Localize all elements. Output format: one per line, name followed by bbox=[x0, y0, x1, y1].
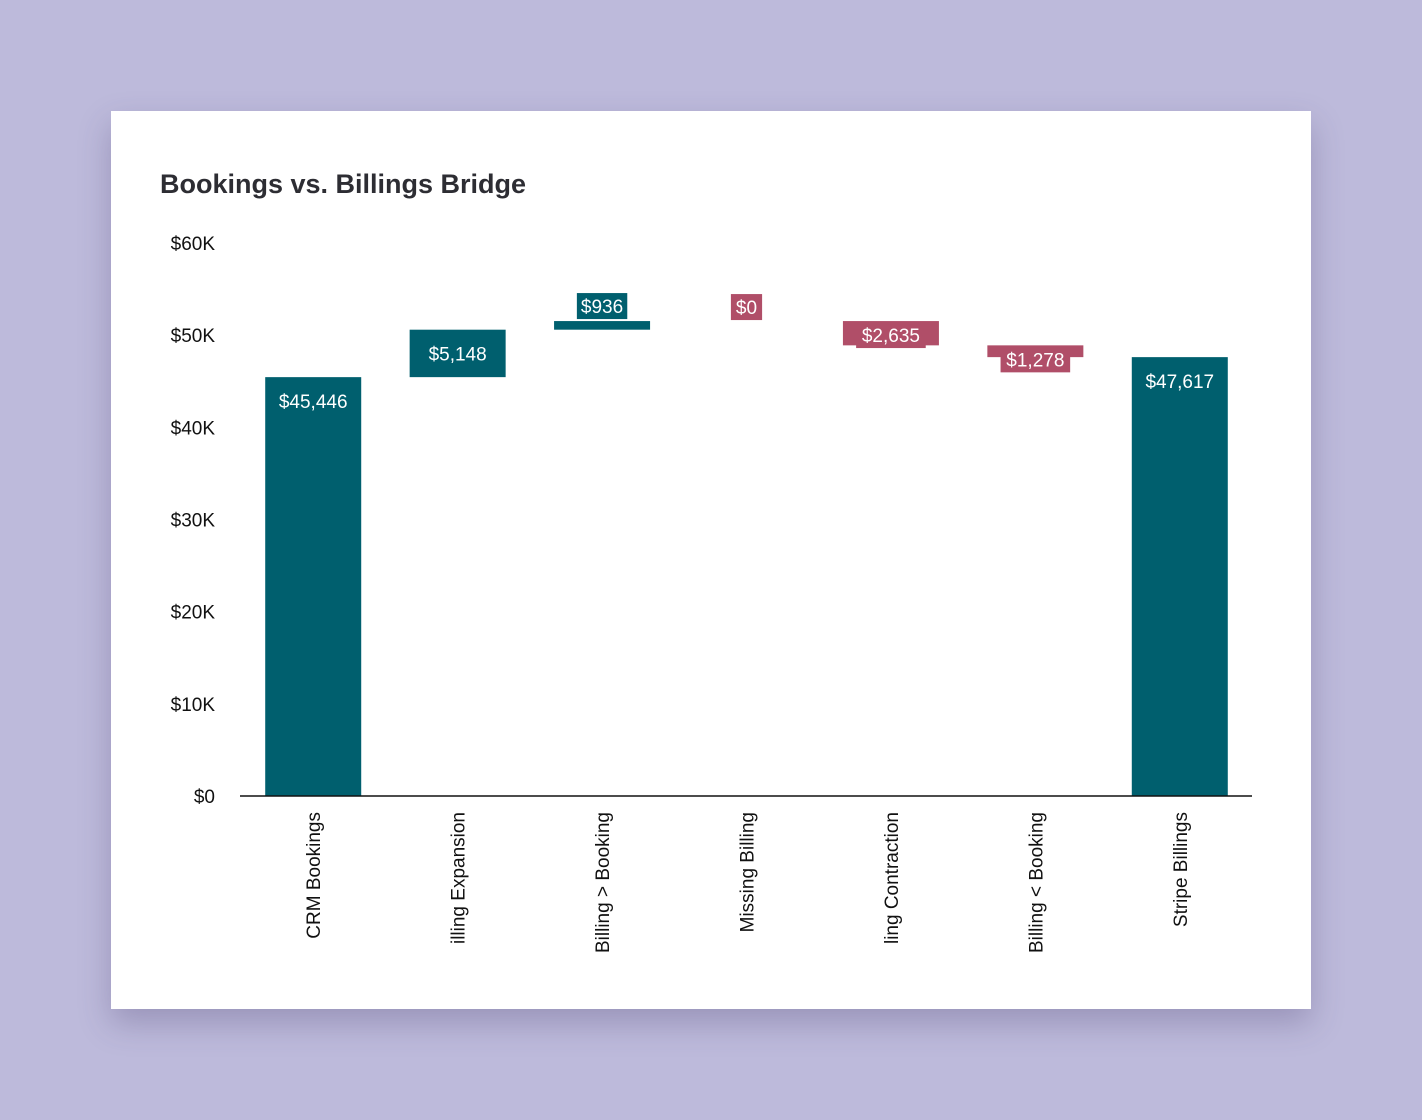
waterfall-bar-group: $47,617 bbox=[1131, 357, 1228, 796]
waterfall-bar-increase bbox=[409, 329, 506, 378]
chart-title: Bookings vs. Billings Bridge bbox=[160, 169, 527, 199]
x-tick-label: Missing Billing bbox=[738, 812, 759, 932]
data-label: $5,148 bbox=[429, 344, 487, 365]
data-label-background bbox=[730, 294, 763, 321]
waterfall-chart: $0 $10K $20K $30K $40K $50K $60K $45,446 $5,148… bbox=[171, 234, 1252, 953]
data-label: $47,617 bbox=[1145, 372, 1214, 393]
data-label-background bbox=[856, 322, 926, 349]
waterfall-bar-group: $5,148 bbox=[409, 329, 506, 378]
waterfall-bar-group: $2,635 bbox=[842, 321, 939, 349]
data-label: $0 bbox=[736, 298, 757, 319]
y-tick-label: $0 bbox=[194, 787, 215, 808]
data-label: $1,278 bbox=[1006, 350, 1064, 371]
y-tick-label: $10K bbox=[171, 695, 216, 716]
waterfall-bar-total bbox=[265, 377, 362, 796]
y-tick-label: $20K bbox=[171, 603, 216, 624]
data-label: $936 bbox=[581, 297, 623, 318]
waterfall-bar-group: $45,446 bbox=[265, 377, 362, 796]
x-tick-label: Stripe Billings bbox=[1171, 812, 1192, 927]
y-tick-label: $40K bbox=[171, 418, 216, 439]
waterfall-bar-group: $936 bbox=[554, 293, 651, 330]
waterfall-bar-group: $0 bbox=[730, 294, 763, 321]
x-tick-label: ling Contraction bbox=[882, 812, 903, 944]
y-tick-label: $30K bbox=[171, 511, 216, 532]
data-label: $45,446 bbox=[279, 392, 348, 413]
waterfall-bar-total bbox=[1131, 357, 1228, 796]
y-tick-label: $50K bbox=[171, 326, 216, 347]
x-tick-label: Billing < Booking bbox=[1026, 812, 1047, 953]
data-label-background bbox=[576, 293, 628, 320]
chart-card: Bookings vs. Billings Bridge $0 $10K $20K $… bbox=[111, 111, 1311, 1009]
waterfall-bar-increase bbox=[554, 321, 651, 330]
waterfall-bars: $45,446 $5,148 $936 $0 $2,635 $1,278 $47,617 bbox=[265, 293, 1228, 796]
x-tick-label: Billing > Booking bbox=[593, 812, 614, 953]
data-label-background bbox=[1000, 346, 1071, 373]
x-tick-label: illing Expansion bbox=[449, 812, 470, 944]
x-axis-category-labels: CRM Bookings illing Expansion Billing > Bo… bbox=[304, 812, 1192, 953]
waterfall-bar-group: $1,278 bbox=[987, 345, 1084, 373]
y-tick-label: $60K bbox=[171, 234, 216, 255]
y-axis-ticks: $0 $10K $20K $30K $40K $50K $60K bbox=[171, 234, 216, 808]
data-label: $2,635 bbox=[862, 326, 920, 347]
x-tick-label: CRM Bookings bbox=[304, 812, 325, 939]
